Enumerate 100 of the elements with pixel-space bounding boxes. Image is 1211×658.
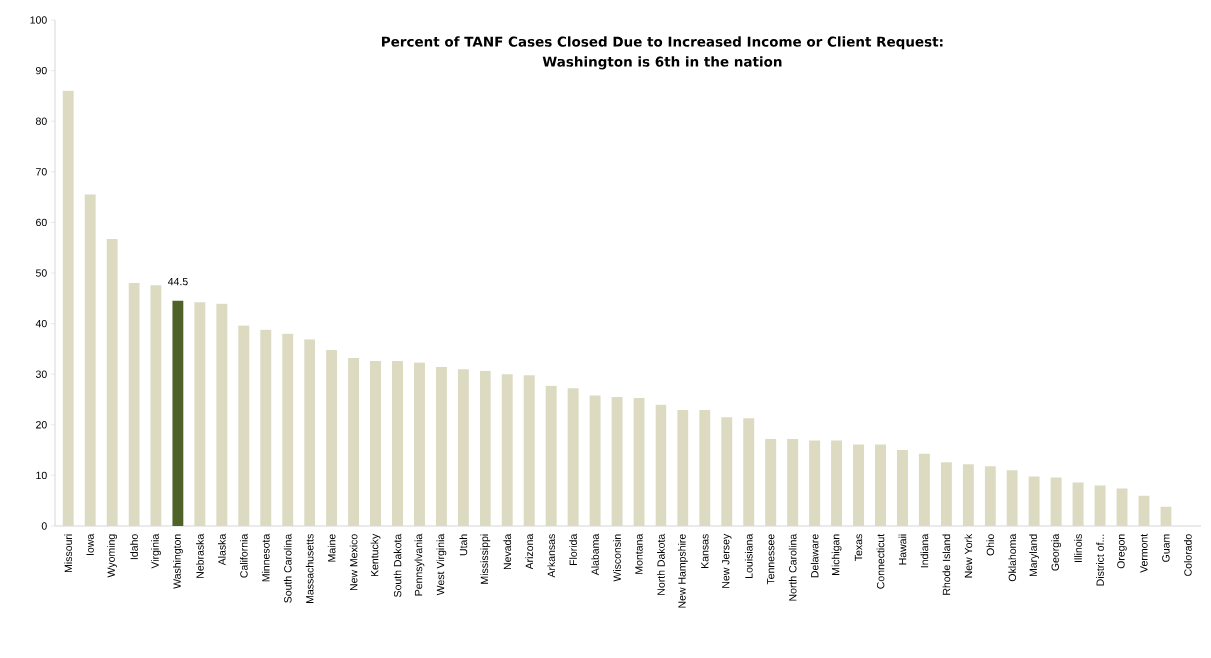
bar <box>413 362 425 526</box>
bar <box>260 329 272 526</box>
bar <box>84 194 96 526</box>
x-tick-label: Kansas <box>701 534 709 568</box>
y-tick-label: 70 <box>36 168 47 176</box>
y-tick-label: 100 <box>30 16 47 24</box>
bar <box>567 388 579 526</box>
bar <box>765 438 777 526</box>
bar <box>611 396 623 526</box>
x-tick-label: Washington <box>173 534 183 589</box>
bar <box>721 417 733 526</box>
x-tick-label: South Dakota <box>393 533 402 597</box>
x-tick-label: Massachusetts <box>305 534 314 603</box>
x-tick-label: Arizona <box>525 533 534 570</box>
bar <box>128 283 140 526</box>
x-tick-label: Nebraska <box>196 533 204 578</box>
bar <box>853 444 865 526</box>
bar <box>918 453 930 526</box>
x-tick-label: Michigan <box>831 534 842 575</box>
x-tick-label: Alabama <box>591 533 599 576</box>
bar <box>962 464 974 526</box>
x-tick-label: New Mexico <box>349 534 358 591</box>
x-tick-label: Idaho <box>130 534 138 560</box>
x-tick-label: Montana <box>635 533 643 574</box>
bar <box>501 374 513 526</box>
x-tick-label: Tennessee <box>767 534 775 585</box>
x-tick-label: Oregon <box>1117 534 1127 569</box>
x-tick-label: North Carolina <box>788 533 797 601</box>
x-tick-label: California <box>239 533 248 578</box>
x-tick-label: Rhode Island <box>942 534 951 595</box>
x-tick-label: Wisconsin <box>613 534 621 582</box>
x-tick-label: New York <box>964 533 973 578</box>
x-tick-label: Florida <box>569 533 577 566</box>
y-tick-label: 50 <box>35 269 47 277</box>
x-tick-label: Maine <box>327 534 336 562</box>
bar <box>457 369 469 526</box>
x-tick-label: Arkansas <box>547 534 556 578</box>
bar <box>655 404 667 526</box>
bar <box>984 466 996 526</box>
text: Percent of TANF Cases Closed Due to Increased Income or Client Request: <box>382 36 943 50</box>
bar <box>940 462 952 526</box>
y-tick-label: 90 <box>36 66 47 75</box>
x-tick-label: South Carolina <box>283 533 292 603</box>
text: Washington is 6th in the nation <box>542 56 782 70</box>
bar <box>304 339 316 526</box>
y-tick-label: 0 <box>41 522 47 530</box>
x-tick-label: Connecticut <box>876 533 885 589</box>
x-tick-label: Maryland <box>1029 534 1040 577</box>
bar <box>896 450 908 526</box>
x-tick-label: Georgia <box>1051 533 1062 571</box>
bar <box>589 395 601 526</box>
bar <box>391 361 403 526</box>
x-tick-label: Utah <box>459 534 468 556</box>
bar <box>1138 495 1150 526</box>
y-tick-label: 40 <box>35 319 47 328</box>
x-tick-label: Iowa <box>86 533 94 555</box>
x-tick-label: Nevada <box>503 533 512 570</box>
bar <box>435 367 447 526</box>
bar <box>348 358 360 526</box>
x-tick-label: Alaska <box>218 533 226 566</box>
bar <box>370 361 382 526</box>
x-tick-label: West Virginia <box>436 533 447 596</box>
bar <box>1160 506 1172 526</box>
bar <box>62 90 74 526</box>
bar <box>172 300 184 526</box>
bar <box>150 285 162 526</box>
bar <box>106 239 118 526</box>
bar <box>809 440 821 526</box>
bar <box>787 438 799 526</box>
bar <box>1116 488 1128 526</box>
y-tick-label: 80 <box>35 117 47 125</box>
bar <box>1072 482 1084 526</box>
x-tick-label: New Hampshire <box>678 534 688 608</box>
x-tick-label: Guam <box>1162 534 1170 562</box>
bar <box>1006 470 1018 526</box>
bar <box>1050 477 1062 526</box>
data-label: 44.5 <box>167 277 188 286</box>
y-tick-label: 20 <box>36 421 47 429</box>
bar <box>743 418 755 526</box>
x-tick-label: Minnesota <box>261 533 270 582</box>
bar <box>194 302 206 526</box>
bar <box>523 375 535 526</box>
x-tick-label: Hawaii <box>898 534 907 565</box>
x-tick-label: Indiana <box>920 533 929 568</box>
x-tick-label: New Jersey <box>722 533 732 588</box>
x-tick-label: Texas <box>854 534 863 561</box>
bar <box>479 370 491 526</box>
x-tick-label: Oklahoma <box>1008 533 1017 582</box>
y-tick-label: 60 <box>36 218 47 227</box>
x-tick-label: Missouri <box>64 534 73 573</box>
bar <box>699 410 711 526</box>
x-tick-label: Delaware <box>810 534 819 578</box>
bar <box>238 325 250 526</box>
x-tick-label: Virginia <box>151 533 161 569</box>
x-tick-label: Louisiana <box>744 533 753 578</box>
x-tick-label: Colorado <box>1183 534 1192 576</box>
bar <box>216 303 228 526</box>
bar <box>326 349 338 526</box>
x-tick-label: Wyoming <box>107 534 117 578</box>
bar <box>1028 476 1040 526</box>
